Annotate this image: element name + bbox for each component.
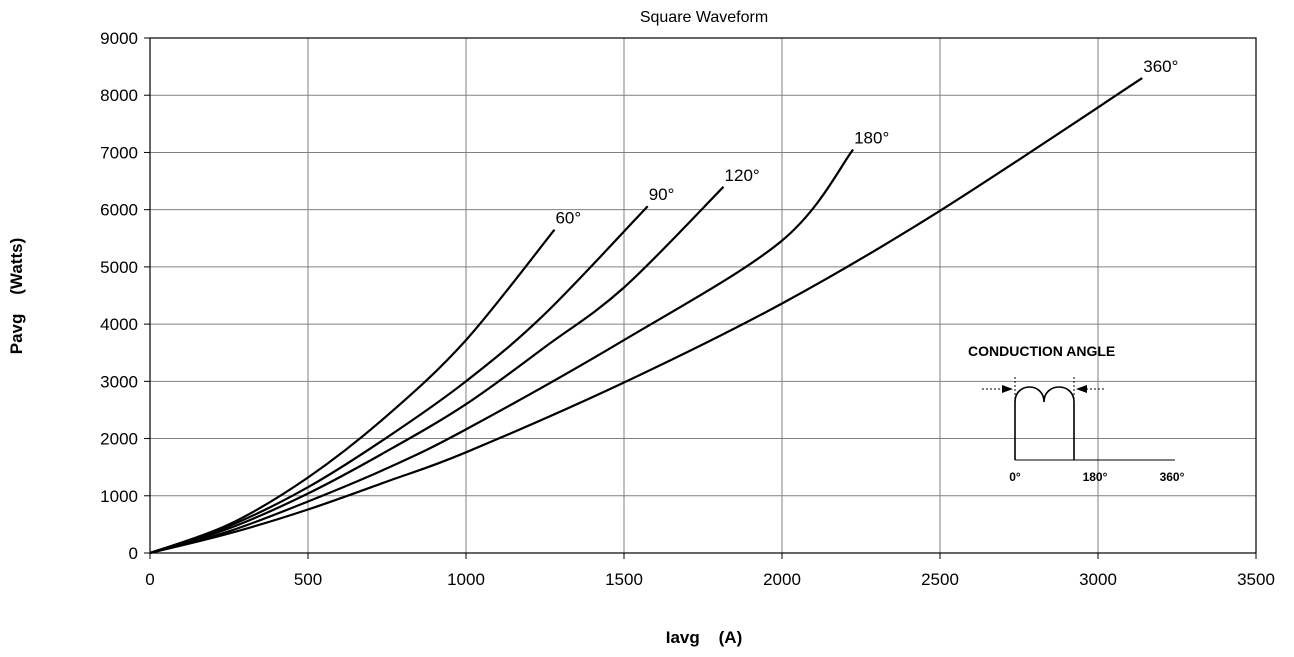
series-label-3: 120° xyxy=(725,166,760,185)
series-line-3 xyxy=(149,186,725,555)
y-tick-label: 3000 xyxy=(100,372,138,391)
y-tick-label: 0 xyxy=(129,544,138,563)
curve-labels: 60° 90° 120° 180° 360° xyxy=(555,57,1178,228)
x-tick-label: 1000 xyxy=(447,570,485,589)
y-tick-label: 7000 xyxy=(100,143,138,162)
grid xyxy=(150,38,1256,553)
y-tick-label: 9000 xyxy=(100,29,138,48)
x-tick-label: 3000 xyxy=(1079,570,1117,589)
y-tick-label: 6000 xyxy=(100,201,138,220)
x-tick-label: 3500 xyxy=(1237,570,1275,589)
x-tick-label: 1500 xyxy=(605,570,643,589)
x-axis-label: Iavg (A) xyxy=(666,628,743,647)
series-label-5: 360° xyxy=(1143,57,1178,76)
inset-tick-360: 360° xyxy=(1160,470,1185,484)
series-line-5 xyxy=(149,77,1143,555)
y-tick-label: 2000 xyxy=(100,430,138,449)
series-line-4 xyxy=(149,148,854,555)
y-tick-label: 8000 xyxy=(100,86,138,105)
series-label-2: 90° xyxy=(649,185,675,204)
y-tick-label: 5000 xyxy=(100,258,138,277)
x-tick-label: 2500 xyxy=(921,570,959,589)
x-tick-label: 0 xyxy=(145,570,154,589)
x-tick-label: 500 xyxy=(294,570,322,589)
series-label-4: 180° xyxy=(854,129,889,148)
chart-title: Square Waveform xyxy=(640,9,768,26)
inset-arrowhead-right xyxy=(1076,385,1087,393)
inset-waveform xyxy=(1014,386,1075,460)
inset-tick-0: 0° xyxy=(1009,470,1021,484)
series-line-2 xyxy=(149,205,649,555)
y-tick-label: 1000 xyxy=(100,487,138,506)
ticks: 0 500 1000 1500 2000 2500 3000 3500 0 1000 2000 300… xyxy=(100,29,1275,589)
plot-frame xyxy=(149,37,1257,554)
curves xyxy=(149,77,1143,555)
series-line-1 xyxy=(149,229,556,555)
y-tick-label: 4000 xyxy=(100,315,138,334)
conduction-angle-inset: CONDUCTION ANGLE 0° 180° 360° xyxy=(968,343,1185,484)
inset-tick-180: 180° xyxy=(1083,470,1108,484)
inset-arrowhead-left xyxy=(1002,385,1013,393)
x-tick-label: 2000 xyxy=(763,570,801,589)
inset-title: CONDUCTION ANGLE xyxy=(968,343,1115,359)
series-label-1: 60° xyxy=(555,209,581,228)
y-axis-label: Pavg (Watts) xyxy=(7,238,26,355)
